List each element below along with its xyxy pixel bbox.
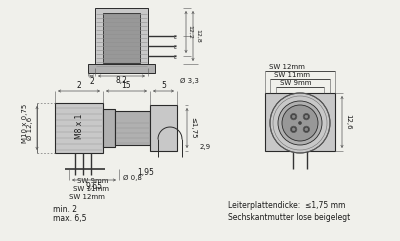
Circle shape: [292, 128, 295, 131]
Text: Leiterplattendicke:  ≤1,75 mm: Leiterplattendicke: ≤1,75 mm: [228, 201, 345, 210]
Text: 2,9: 2,9: [200, 144, 211, 150]
Circle shape: [290, 126, 297, 133]
Circle shape: [278, 101, 322, 145]
Circle shape: [270, 93, 330, 153]
Bar: [115, 111, 150, 145]
Text: max. 6,5: max. 6,5: [53, 214, 86, 222]
Circle shape: [292, 115, 295, 118]
Text: SW 9mm: SW 9mm: [280, 80, 312, 86]
Circle shape: [298, 121, 302, 125]
Bar: [150, 105, 177, 151]
Bar: [265, 93, 335, 151]
Text: 12,8: 12,8: [196, 29, 200, 43]
Text: Ø 3,3: Ø 3,3: [180, 78, 199, 84]
Bar: [103, 109, 115, 147]
Text: SW 12mm: SW 12mm: [269, 64, 305, 70]
Text: M8 x 1: M8 x 1: [74, 113, 84, 139]
Circle shape: [303, 126, 310, 133]
Text: 5: 5: [161, 81, 166, 91]
Text: ≤1,75: ≤1,75: [190, 117, 196, 139]
Text: Ø 0,8: Ø 0,8: [123, 175, 142, 181]
Text: 2: 2: [77, 81, 81, 91]
Text: Ø 12,6: Ø 12,6: [27, 116, 33, 140]
Circle shape: [290, 114, 297, 120]
Bar: [55, 103, 103, 153]
Circle shape: [305, 115, 308, 118]
Circle shape: [305, 128, 308, 131]
Text: 15: 15: [122, 81, 131, 91]
Text: 9,65: 9,65: [86, 181, 102, 190]
Text: SW 11mm: SW 11mm: [274, 72, 310, 78]
Text: 12,2: 12,2: [188, 25, 192, 39]
Text: SW 9mm: SW 9mm: [77, 178, 108, 184]
Text: Sechskantmutter lose beigelegt: Sechskantmutter lose beigelegt: [228, 213, 350, 221]
Text: 2: 2: [89, 76, 94, 86]
Text: 1,95: 1,95: [137, 167, 154, 176]
Circle shape: [303, 114, 310, 120]
Circle shape: [282, 105, 318, 141]
Text: SW 12mm: SW 12mm: [69, 194, 105, 200]
Bar: [103, 13, 140, 63]
Bar: [95, 8, 148, 68]
Text: SW 11mm: SW 11mm: [73, 186, 109, 192]
Text: 8,2: 8,2: [116, 76, 128, 86]
Bar: [88, 64, 155, 73]
Text: min. 2: min. 2: [53, 205, 77, 214]
Text: 12,6: 12,6: [345, 114, 351, 130]
Text: M10 x 0,75: M10 x 0,75: [22, 103, 28, 143]
